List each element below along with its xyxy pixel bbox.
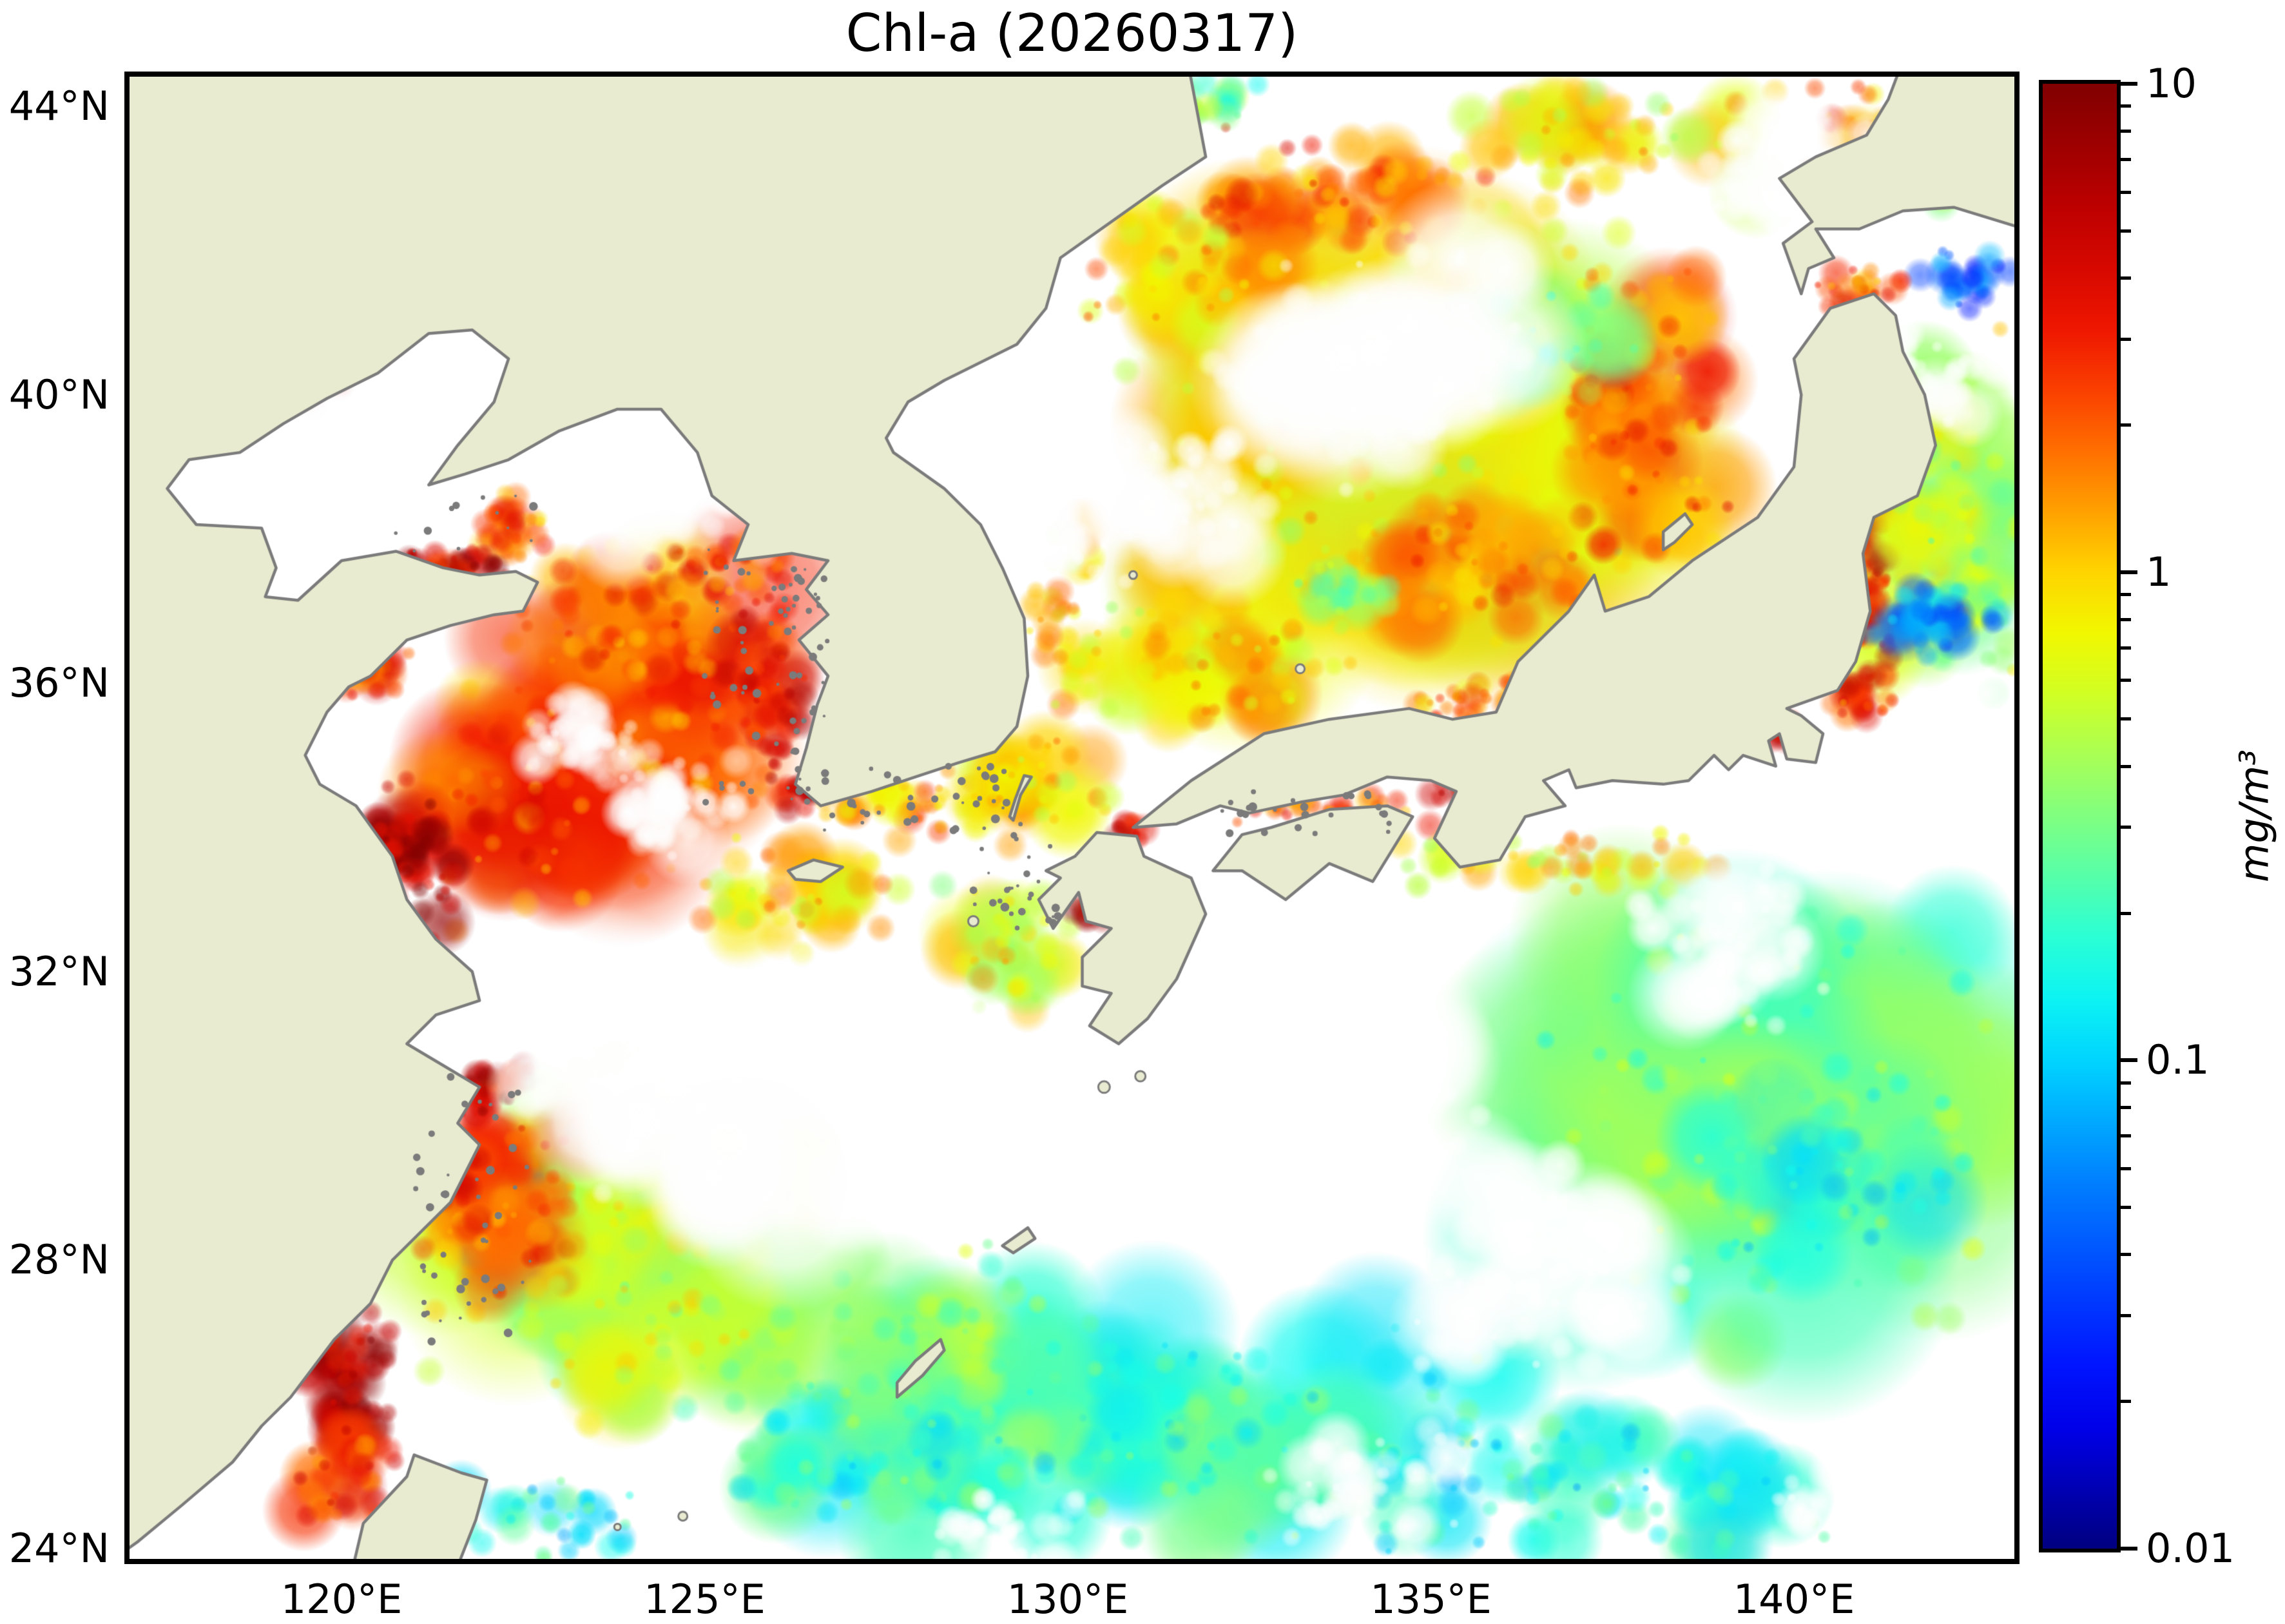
colorbar-tick-label: 0.01: [2146, 1525, 2235, 1572]
colorbar-minor-tick: [2121, 190, 2131, 194]
colorbar-tick-label: 10: [2146, 60, 2197, 107]
colorbar-minor-tick: [2121, 679, 2131, 682]
colorbar-major-tick: [2121, 82, 2137, 86]
colorbar-minor-tick: [2121, 1106, 2131, 1110]
colorbar-minor-tick: [2121, 1205, 2131, 1209]
colorbar-minor-tick: [2121, 1081, 2131, 1085]
y-tick-label: 40°N: [8, 371, 110, 418]
colorbar-major-tick: [2121, 570, 2137, 574]
colorbar-major-tick: [2121, 1058, 2137, 1063]
chlorophyll-map: [127, 74, 2017, 1561]
x-tick-label: 135°E: [1370, 1576, 1492, 1623]
colorbar-minor-tick: [2121, 129, 2131, 133]
y-tick-label: 36°N: [8, 659, 110, 707]
colorbar-minor-tick: [2121, 646, 2131, 650]
colorbar-minor-tick: [2121, 617, 2131, 621]
y-tick-label: 28°N: [8, 1236, 110, 1284]
colorbar-minor-tick: [2121, 1314, 2131, 1317]
colorbar-minor-tick: [2121, 764, 2131, 768]
colorbar-minor-tick: [2121, 104, 2131, 108]
colorbar-unit-label: mg/m³: [2230, 749, 2278, 882]
x-tick-label: 140°E: [1733, 1576, 1855, 1623]
y-tick-label: 44°N: [8, 82, 110, 130]
colorbar-minor-tick: [2121, 1253, 2131, 1257]
y-tick-label: 32°N: [8, 947, 110, 995]
colorbar: [2039, 80, 2121, 1552]
colorbar-minor-tick: [2121, 1134, 2131, 1138]
x-tick-label: 125°E: [644, 1576, 766, 1623]
colorbar-minor-tick: [2121, 157, 2131, 161]
colorbar-minor-tick: [2121, 337, 2131, 341]
colorbar-minor-tick: [2121, 717, 2131, 721]
colorbar-minor-tick: [2121, 1400, 2131, 1404]
x-tick-label: 130°E: [1007, 1576, 1129, 1623]
colorbar-minor-tick: [2121, 423, 2131, 427]
colorbar-tick-label: 1: [2146, 548, 2172, 595]
colorbar-minor-tick: [2121, 592, 2131, 596]
colorbar-minor-tick: [2121, 911, 2131, 915]
chart-title: Chl-a (20260317): [845, 3, 1298, 63]
colorbar-minor-tick: [2121, 276, 2131, 280]
colorbar-major-tick: [2121, 1547, 2137, 1551]
colorbar-minor-tick: [2121, 826, 2131, 829]
x-tick-label: 120°E: [280, 1576, 403, 1623]
colorbar-minor-tick: [2121, 1166, 2131, 1170]
y-tick-label: 24°N: [8, 1525, 110, 1572]
colorbar-minor-tick: [2121, 229, 2131, 233]
colorbar-tick-label: 0.1: [2146, 1036, 2210, 1084]
